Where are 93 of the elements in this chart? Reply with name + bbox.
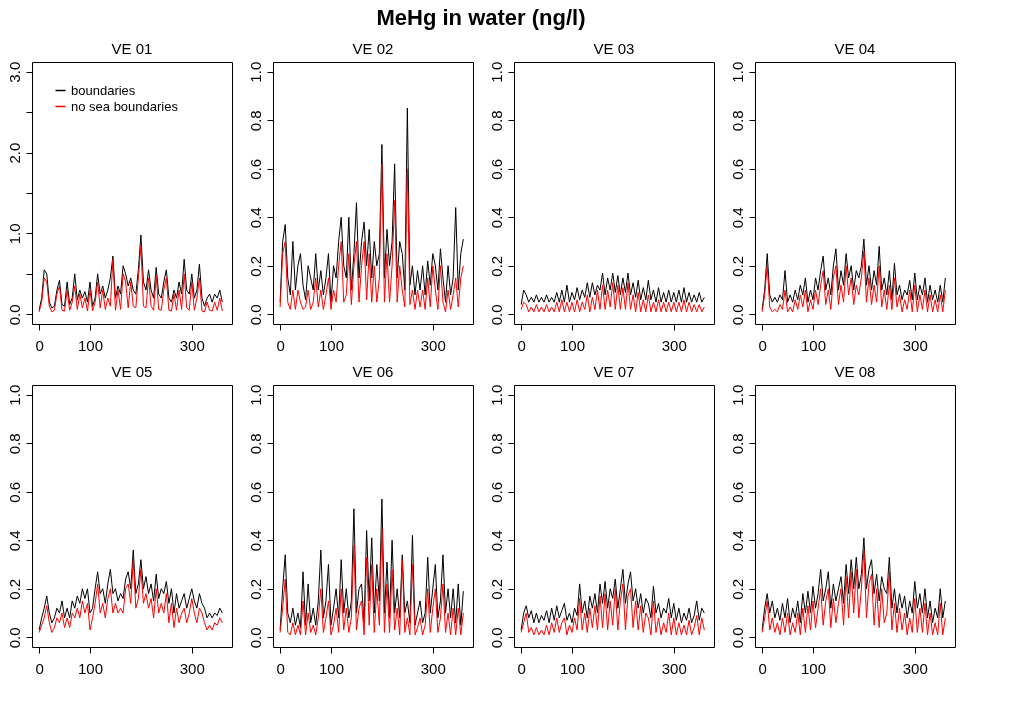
line-series xyxy=(761,250,946,313)
x-tick-label: 0 xyxy=(276,659,285,677)
x-tick-label: 300 xyxy=(179,336,205,354)
chart-title: VE 01 xyxy=(111,40,153,58)
x-tick-label: 100 xyxy=(560,659,586,677)
line-series xyxy=(761,549,946,636)
x-tick-label: 100 xyxy=(560,336,586,354)
y-tick-label: 0.0 xyxy=(728,627,746,649)
line-series xyxy=(38,245,223,313)
y-tick-label: 0.6 xyxy=(487,481,505,503)
chart-title: VE 04 xyxy=(834,40,876,58)
x-tick-label: 300 xyxy=(902,336,928,354)
y-tick-label: 0.4 xyxy=(487,530,505,552)
y-tick-label: 0.4 xyxy=(728,530,746,552)
chart-title: VE 06 xyxy=(352,363,394,381)
y-tick-label: 0.8 xyxy=(487,110,505,132)
x-tick-label: 100 xyxy=(801,659,827,677)
legend-label: no sea boundaries xyxy=(71,98,179,114)
y-tick-label: 0.6 xyxy=(487,158,505,180)
y-tick-label: 0.2 xyxy=(246,578,264,600)
chart-title: VE 03 xyxy=(593,40,635,58)
y-tick-label: 0.8 xyxy=(728,433,746,455)
y-tick-label: 0.0 xyxy=(728,304,746,326)
y-tick-label: 0.4 xyxy=(728,207,746,229)
x-tick-label: 300 xyxy=(179,659,205,677)
y-tick-label: 0.0 xyxy=(246,627,264,649)
line-series xyxy=(279,163,464,313)
y-tick-label: 1.0 xyxy=(728,61,746,83)
x-tick-label: 0 xyxy=(35,336,44,354)
y-tick-label: 1.0 xyxy=(5,223,23,245)
y-tick-label: 0.2 xyxy=(487,578,505,600)
x-tick-label: 0 xyxy=(517,659,526,677)
x-tick-label: 0 xyxy=(35,659,44,677)
y-tick-label: 0.4 xyxy=(487,207,505,229)
y-tick-label: 0.4 xyxy=(5,530,23,552)
x-tick-label: 300 xyxy=(420,659,446,677)
y-tick-label: 1.0 xyxy=(487,384,505,406)
y-tick-label: 0.6 xyxy=(246,481,264,503)
y-tick-label: 0.0 xyxy=(5,627,23,649)
text: MeHg in water (ng/l) xyxy=(376,4,586,30)
x-tick-label: 100 xyxy=(78,336,104,354)
y-tick-label: 1.0 xyxy=(5,384,23,406)
y-tick-label: 0.8 xyxy=(728,110,746,132)
line-series xyxy=(279,527,464,636)
x-tick-label: 100 xyxy=(801,336,827,354)
y-tick-label: 1.0 xyxy=(728,384,746,406)
line-series xyxy=(38,234,223,311)
chart-title: VE 05 xyxy=(111,363,153,381)
line-series xyxy=(279,498,464,631)
y-tick-label: 1.0 xyxy=(487,61,505,83)
y-tick-label: 3.0 xyxy=(5,61,23,83)
y-tick-label: 0.4 xyxy=(246,530,264,552)
y-tick-label: 0.6 xyxy=(5,481,23,503)
x-tick-label: 100 xyxy=(319,336,345,354)
chart-title: VE 07 xyxy=(593,363,635,381)
y-tick-label: 0.6 xyxy=(728,158,746,180)
legend-label: boundaries xyxy=(71,82,136,98)
y-tick-label: 0.0 xyxy=(5,304,23,326)
x-tick-label: 0 xyxy=(758,659,767,677)
y-tick-label: 0.0 xyxy=(487,627,505,649)
x-tick-label: 300 xyxy=(902,659,928,677)
y-tick-label: 1.0 xyxy=(246,61,264,83)
y-tick-label: 0.8 xyxy=(246,110,264,132)
line-series xyxy=(520,282,705,313)
y-tick-label: 0.8 xyxy=(487,433,505,455)
line-series xyxy=(279,107,464,303)
y-tick-label: 0.0 xyxy=(246,304,264,326)
line-series xyxy=(520,272,705,306)
x-tick-label: 300 xyxy=(661,659,687,677)
y-tick-label: 1.0 xyxy=(246,384,264,406)
y-tick-label: 0.8 xyxy=(246,433,264,455)
x-tick-label: 0 xyxy=(276,336,285,354)
line-series xyxy=(520,583,705,636)
y-tick-label: 0.2 xyxy=(487,255,505,277)
x-tick-label: 300 xyxy=(661,336,687,354)
chart-title: VE 02 xyxy=(352,40,394,58)
y-tick-label: 0.0 xyxy=(487,304,505,326)
y-tick-label: 0.2 xyxy=(728,255,746,277)
y-tick-label: 0.2 xyxy=(728,578,746,600)
y-tick-label: 0.6 xyxy=(246,158,264,180)
x-tick-label: 100 xyxy=(319,659,345,677)
y-tick-label: 0.8 xyxy=(5,433,23,455)
x-tick-label: 0 xyxy=(517,336,526,354)
line-series xyxy=(520,568,705,631)
x-tick-label: 100 xyxy=(78,659,104,677)
y-tick-label: 2.0 xyxy=(5,142,23,164)
x-tick-label: 300 xyxy=(420,336,446,354)
x-tick-label: 0 xyxy=(758,336,767,354)
chart-title: VE 08 xyxy=(834,363,876,381)
y-tick-label: 0.6 xyxy=(728,481,746,503)
y-tick-label: 0.4 xyxy=(246,207,264,229)
y-tick-label: 0.2 xyxy=(5,578,23,600)
y-tick-label: 0.2 xyxy=(246,255,264,277)
